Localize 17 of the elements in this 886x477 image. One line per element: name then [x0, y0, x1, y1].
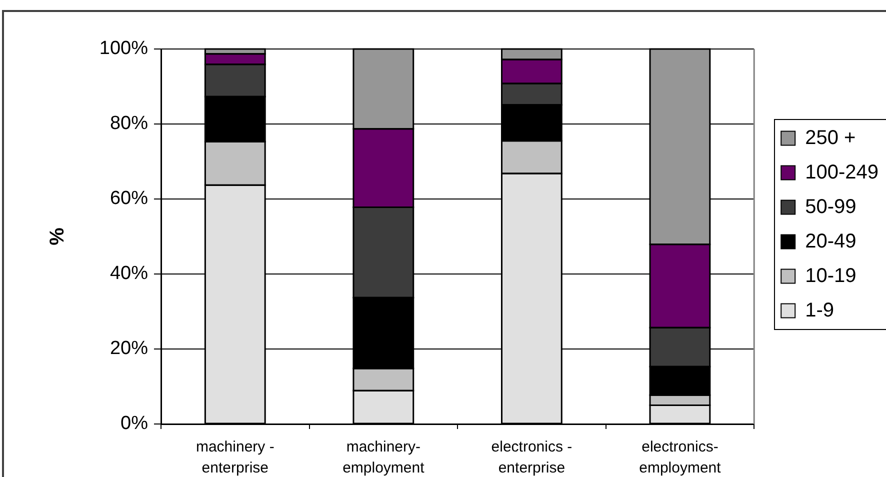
legend-label: 100-249	[805, 161, 879, 184]
x-tick-label: electronics-employment	[639, 438, 722, 477]
x-tick-label: machinery-employment	[342, 438, 426, 477]
legend-label: 20-49	[805, 230, 856, 252]
y-tick-label: 80%	[110, 113, 148, 134]
legend-label: 1-9	[805, 299, 834, 322]
y-tick-label: 20%	[110, 338, 148, 360]
y-tick-label: 100%	[99, 38, 148, 60]
y-tick-label: 60%	[110, 188, 148, 210]
y-tick-label: 0%	[120, 413, 148, 434]
y-axis-title: %	[46, 227, 69, 246]
legend-label: 250 +	[805, 126, 856, 149]
x-tick-label: machinery - enterprise	[196, 438, 274, 477]
legend-label: 10-19	[805, 264, 856, 287]
legend-label: 50-99	[805, 196, 856, 218]
y-tick-label: 40%	[110, 263, 148, 284]
x-tick-label: electronics - enterprise	[491, 438, 572, 477]
